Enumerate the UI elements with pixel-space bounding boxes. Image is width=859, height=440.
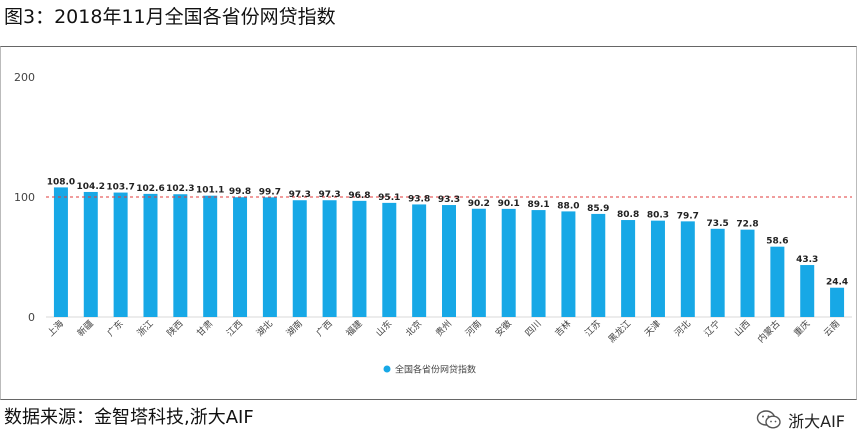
data-label: 73.5 (707, 219, 729, 229)
data-label: 80.3 (647, 211, 669, 221)
x-tick-label: 山东 (373, 318, 394, 339)
x-tick-label: 甘肃 (194, 318, 215, 339)
x-tick-label: 浙江 (134, 318, 155, 339)
x-tick-label: 贵州 (433, 318, 454, 339)
bar (471, 208, 486, 317)
bar (561, 211, 576, 317)
x-tick-label: 上海 (45, 318, 66, 339)
data-label: 72.8 (736, 220, 758, 230)
figure-title: 图3：2018年11月全国各省份网贷指数 (4, 6, 336, 28)
data-label: 108.0 (47, 177, 75, 187)
bar (113, 192, 128, 317)
data-label: 102.6 (136, 184, 164, 194)
x-tick-label: 广西 (313, 318, 334, 339)
data-label: 99.7 (259, 187, 281, 197)
bar (740, 229, 755, 317)
bar (621, 220, 636, 317)
data-label: 104.2 (77, 182, 105, 192)
bar (83, 191, 98, 317)
bar (262, 197, 277, 317)
wechat-icon (756, 410, 781, 429)
bar (292, 200, 307, 317)
x-tick-label: 新疆 (75, 318, 96, 339)
x-tick-label: 广东 (105, 318, 126, 339)
legend-swatch (383, 365, 391, 373)
data-label: 88.0 (557, 201, 579, 211)
x-tick-label: 江苏 (582, 318, 603, 339)
bar (710, 228, 725, 317)
bar (173, 194, 188, 317)
watermark: 浙大AIF (756, 408, 845, 432)
bar (591, 213, 606, 317)
data-label: 85.9 (587, 204, 609, 214)
watermark-label: 浙大AIF (788, 412, 845, 431)
data-label: 80.8 (617, 210, 639, 220)
data-label: 93.3 (438, 195, 460, 205)
data-label: 90.2 (468, 199, 490, 209)
bar (680, 221, 695, 317)
legend: 全国各省份网贷指数 (383, 364, 476, 376)
bar (830, 287, 845, 317)
x-tick-label: 湖北 (254, 318, 275, 339)
data-label: 101.1 (196, 186, 224, 196)
x-tick-label: 四川 (524, 319, 544, 339)
data-label: 93.8 (408, 194, 430, 204)
x-tick-label: 福建 (343, 318, 364, 339)
y-tick-label: 100 (14, 191, 35, 204)
bar (770, 246, 785, 317)
bar (650, 220, 665, 317)
x-tick-label: 河北 (672, 318, 693, 339)
x-tick-label: 山西 (732, 318, 753, 339)
y-tick-label: 200 (14, 71, 35, 84)
data-label: 99.8 (229, 187, 251, 197)
x-tick-label: 湖南 (284, 318, 305, 339)
bar (382, 202, 397, 317)
data-label: 79.7 (677, 211, 699, 221)
source-note: 数据来源：金智塔科技,浙大AIF (4, 407, 254, 428)
bar (143, 193, 158, 317)
y-tick-label: 0 (28, 311, 35, 324)
data-label: 103.7 (106, 183, 134, 193)
data-label: 96.8 (348, 191, 370, 201)
bar-chart: 0 100 200 108.0 104.2 103.7 102.6 102.3 101.1 99… (14, 71, 852, 376)
bar (800, 265, 815, 317)
legend-label: 全国各省份网贷指数 (395, 364, 476, 376)
data-label: 89.1 (527, 200, 549, 210)
x-tick-label: 江西 (225, 318, 246, 339)
bar (501, 208, 516, 317)
x-tick-label: 云南 (821, 318, 842, 339)
data-label: 97.3 (289, 190, 311, 200)
x-tick-label: 内蒙古 (755, 318, 783, 346)
x-tick-label: 河南 (463, 318, 484, 339)
bar (442, 205, 456, 317)
x-tick-label: 重庆 (791, 318, 812, 339)
y-axis-ticks: 0 100 200 (14, 71, 35, 324)
data-labels: 108.0 104.2 103.7 102.6 102.3 101.1 99.8 99.7 97… (47, 177, 848, 287)
bar (412, 204, 427, 317)
x-tick-label: 安徽 (493, 318, 514, 339)
x-tick-label: 黑龙江 (606, 318, 634, 346)
bar (352, 200, 367, 317)
data-label: 97.3 (318, 190, 340, 200)
x-tick-label: 北京 (403, 318, 424, 339)
bar (233, 197, 248, 317)
data-label: 24.4 (826, 278, 848, 288)
bar (53, 187, 68, 317)
data-label: 95.1 (378, 193, 400, 203)
bar (203, 195, 218, 317)
data-label: 102.3 (166, 184, 194, 194)
x-tick-label: 陕西 (164, 318, 185, 339)
data-label: 58.6 (766, 237, 788, 247)
bar (322, 200, 337, 317)
x-tick-label: 吉林 (552, 318, 573, 339)
x-tick-label: 辽宁 (702, 318, 723, 339)
x-axis-ticks: 上海 新疆 广东 浙江 陕西 甘肃 江西 湖北 湖南 广西 福建 山东 北京 贵州 河南 安徽 四川 吉林 江苏 黑龙… (45, 318, 842, 346)
x-tick-label: 天津 (643, 318, 664, 339)
bar (531, 210, 546, 317)
data-label: 43.3 (796, 255, 818, 265)
data-label: 90.1 (498, 199, 520, 209)
chart-frame (0, 46, 857, 400)
bars (53, 187, 845, 317)
